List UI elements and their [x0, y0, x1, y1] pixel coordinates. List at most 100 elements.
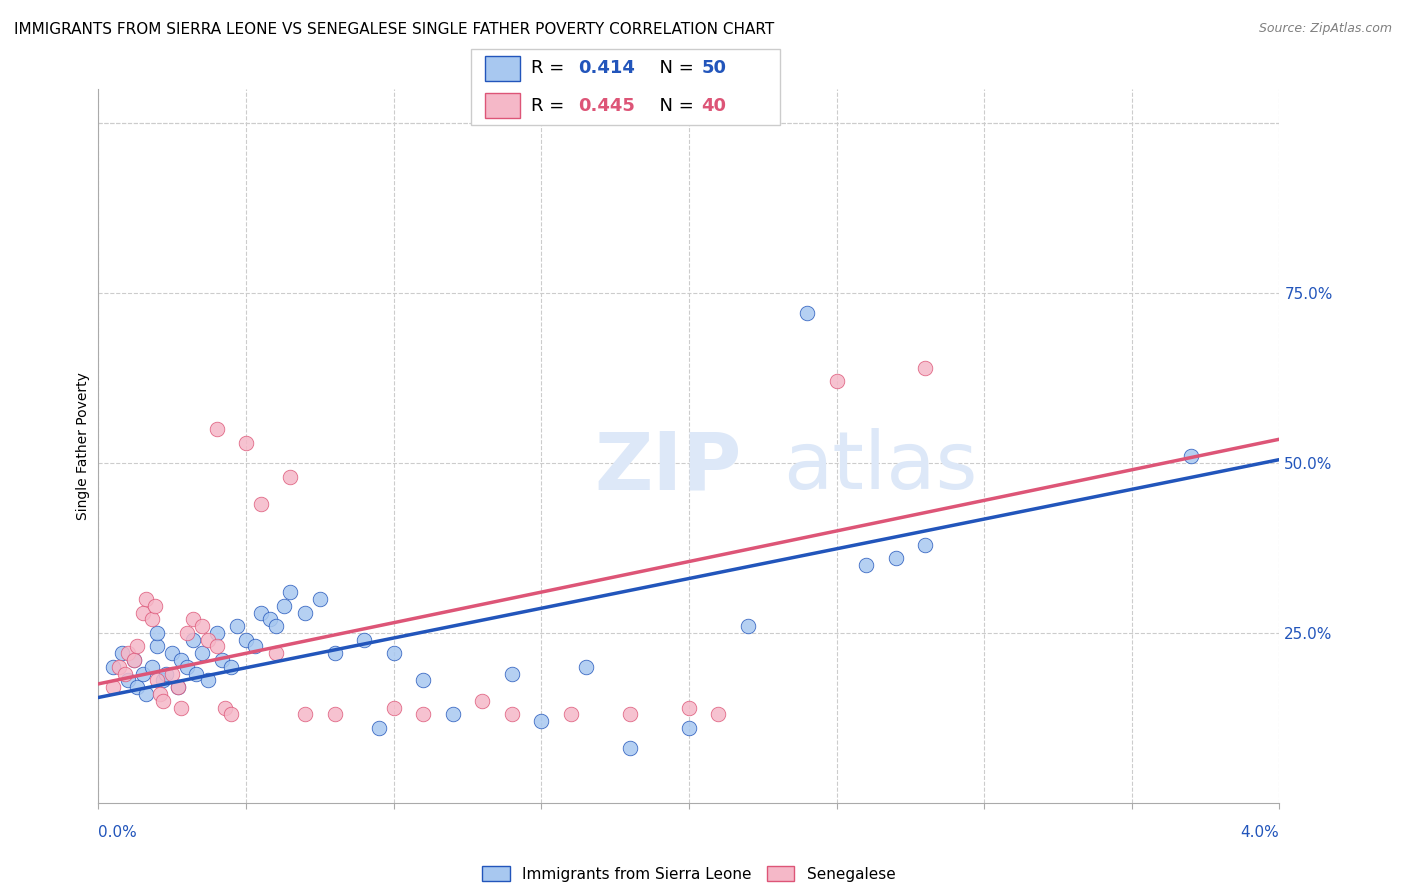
Point: [117, 673, 139, 688]
Point: [103, 680, 125, 694]
Point: [146, 640, 169, 654]
Point: [1180, 449, 1202, 463]
Point: [191, 646, 214, 660]
Point: [167, 680, 190, 694]
Point: [323, 707, 346, 722]
Text: N =: N =: [648, 97, 700, 115]
Point: [678, 721, 700, 735]
Point: [135, 687, 157, 701]
Point: [167, 680, 190, 694]
Point: [146, 673, 169, 688]
Point: [367, 721, 389, 735]
Point: [412, 707, 434, 722]
Point: [211, 653, 233, 667]
Point: [278, 469, 302, 483]
Point: [235, 435, 257, 450]
Point: [914, 537, 936, 551]
Point: [855, 558, 877, 572]
Text: IMMIGRANTS FROM SIERRA LEONE VS SENEGALESE SINGLE FATHER POVERTY CORRELATION CHA: IMMIGRANTS FROM SIERRA LEONE VS SENEGALE…: [14, 22, 775, 37]
Text: ZIP: ZIP: [595, 428, 742, 507]
Text: 0.445: 0.445: [578, 97, 634, 115]
Text: Source: ZipAtlas.com: Source: ZipAtlas.com: [1258, 22, 1392, 36]
Point: [146, 626, 169, 640]
Point: [884, 551, 907, 566]
Point: [412, 673, 434, 688]
Point: [117, 646, 139, 660]
Point: [103, 660, 125, 674]
Point: [530, 714, 553, 729]
Point: [197, 632, 219, 647]
Point: [294, 606, 316, 620]
Point: [471, 694, 494, 708]
Point: [141, 612, 163, 626]
Point: [259, 612, 281, 626]
Point: [184, 666, 207, 681]
Point: [149, 687, 172, 701]
Text: 4.0%: 4.0%: [1240, 825, 1279, 840]
Point: [170, 653, 193, 667]
Text: atlas: atlas: [783, 428, 977, 507]
Point: [125, 640, 148, 654]
Point: [796, 306, 818, 320]
Text: R =: R =: [531, 97, 571, 115]
Point: [914, 360, 936, 375]
Point: [197, 673, 219, 688]
Point: [143, 599, 166, 613]
Point: [323, 646, 346, 660]
Point: [235, 632, 257, 647]
Point: [122, 653, 145, 667]
Point: [243, 640, 266, 654]
Point: [278, 585, 302, 599]
Point: [264, 619, 287, 633]
Legend: Immigrants from Sierra Leone, Senegalese: Immigrants from Sierra Leone, Senegalese: [477, 860, 901, 888]
Text: 50: 50: [702, 59, 727, 77]
Point: [111, 646, 134, 660]
Point: [560, 707, 582, 722]
Text: 0.0%: 0.0%: [98, 825, 138, 840]
Text: 40: 40: [702, 97, 727, 115]
Point: [152, 694, 174, 708]
Y-axis label: Single Father Poverty: Single Father Poverty: [76, 372, 90, 520]
Point: [155, 666, 177, 681]
Point: [205, 422, 228, 436]
Point: [294, 707, 316, 722]
Point: [176, 626, 198, 640]
Point: [382, 700, 405, 714]
Point: [114, 666, 136, 681]
Point: [162, 646, 183, 660]
Point: [141, 660, 163, 674]
Point: [214, 700, 236, 714]
Point: [353, 632, 375, 647]
Text: N =: N =: [648, 59, 700, 77]
Point: [191, 619, 214, 633]
Point: [382, 646, 405, 660]
Point: [219, 707, 242, 722]
Point: [181, 632, 204, 647]
Point: [176, 660, 198, 674]
Point: [125, 680, 148, 694]
Point: [205, 626, 228, 640]
Text: R =: R =: [531, 59, 571, 77]
Point: [574, 660, 596, 674]
Point: [273, 599, 295, 613]
Point: [619, 741, 641, 756]
Point: [264, 646, 287, 660]
Point: [308, 591, 332, 606]
Text: 0.414: 0.414: [578, 59, 634, 77]
Point: [108, 660, 131, 674]
Point: [162, 666, 183, 681]
Point: [678, 700, 700, 714]
Point: [501, 707, 523, 722]
Point: [152, 673, 174, 688]
Point: [250, 497, 273, 511]
Point: [170, 700, 193, 714]
Point: [250, 606, 273, 620]
Point: [501, 666, 523, 681]
Point: [619, 707, 641, 722]
Point: [441, 707, 464, 722]
Point: [135, 591, 157, 606]
Point: [132, 606, 155, 620]
Point: [707, 707, 730, 722]
Point: [219, 660, 242, 674]
Point: [825, 375, 848, 389]
